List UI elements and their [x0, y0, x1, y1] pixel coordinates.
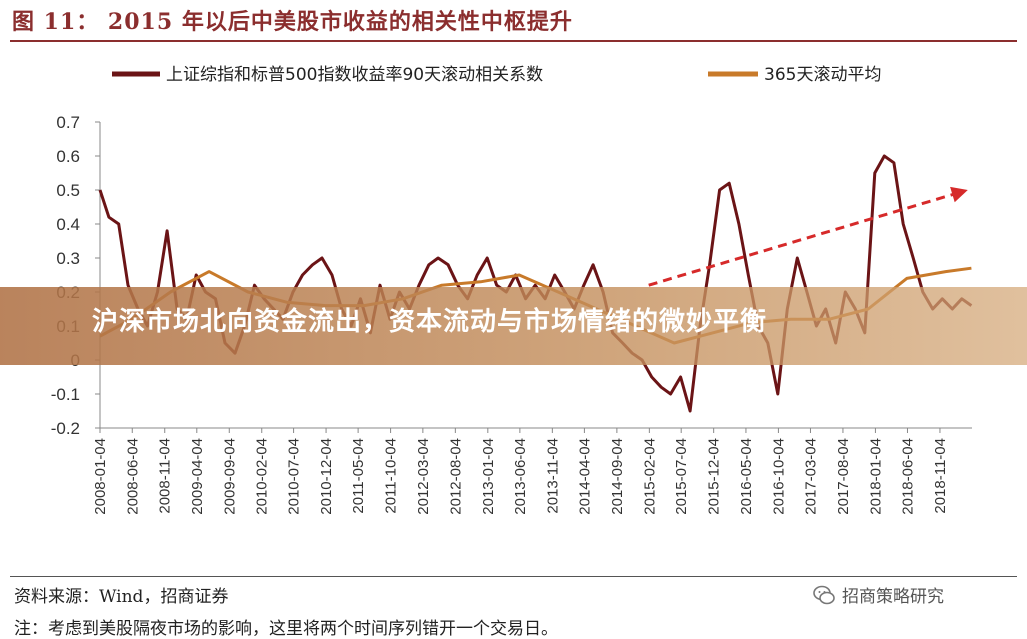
watermark-label: 招商策略研究	[842, 587, 944, 607]
x-tick-label: 2017-03-04	[802, 438, 819, 515]
x-tick-label: 2018-11-04	[932, 438, 949, 514]
x-tick-label: 2016-05-04	[738, 438, 755, 515]
x-tick-label: 2015-12-04	[706, 438, 723, 515]
y-tick-label: 0.6	[56, 147, 80, 166]
y-ticks: 0.70.60.50.40.30.20.10-0.1-0.2	[51, 113, 100, 438]
x-tick-label: 2008-06-04	[124, 438, 141, 515]
bottom-rule	[10, 576, 1017, 577]
x-tick-label: 2017-08-04	[835, 438, 852, 515]
x-tick-label: 2018-01-04	[867, 438, 884, 515]
line-chart: 上证综指和标普500指数收益率90天滚动相关系数 365天滚动平均 0.7 0.6…	[51, 65, 973, 515]
x-tick-label: 2009-09-04	[221, 438, 238, 515]
legend: 上证综指和标普500指数收益率90天滚动相关系数 365天滚动平均	[112, 65, 881, 85]
figure-title: 图 11： 2015 年以后中美股市收益的相关性中枢提升	[12, 9, 573, 35]
x-tick-label: 2013-06-04	[512, 438, 529, 515]
x-tick-label: 2008-01-04	[92, 438, 109, 515]
x-tick-label: 2014-09-04	[609, 438, 626, 515]
x-ticks: 2008-01-04 2008-06-04 2008-11-04 2009-04-04…	[92, 428, 949, 515]
headline-banner: 沪深市场北向资金流出，资本流动与市场情绪的微妙平衡	[0, 287, 1027, 365]
x-tick-label: 2015-07-04	[673, 438, 690, 515]
y-tick-label: 0.7	[56, 113, 80, 132]
x-tick-label: 2018-06-04	[899, 438, 916, 515]
y-tick-label: 0.3	[56, 249, 80, 268]
x-tick-label: 2009-04-04	[189, 438, 206, 515]
banner-headline: 沪深市场北向资金流出，资本流动与市场情绪的微妙平衡	[92, 307, 768, 337]
x-tick-label: 2008-11-04	[157, 438, 174, 514]
wechat-icon	[813, 585, 835, 604]
x-tick-label: 2016-10-04	[770, 438, 787, 515]
x-tick-label: 2010-02-04	[254, 438, 271, 515]
y-tick-label: -0.1	[51, 385, 80, 404]
trend-arrow-head	[950, 186, 968, 203]
x-tick-label: 2012-03-04	[415, 438, 432, 515]
x-tick-label: 2012-08-04	[447, 438, 464, 515]
x-tick-label: 2013-01-04	[480, 438, 497, 515]
title-rule	[10, 40, 1017, 42]
x-tick-label: 2014-04-04	[576, 438, 593, 515]
footnote: 注：考虑到美股隔夜市场的影响，这里将两个时间序列错开一个交易日。	[14, 619, 558, 639]
x-tick-label: 2015-02-04	[641, 438, 658, 515]
trend-arrow-line	[648, 191, 959, 287]
x-tick-label: 2011-10-04	[383, 438, 400, 514]
x-tick-label: 2010-12-04	[318, 438, 335, 515]
source-note: 资料来源：Wind，招商证券	[14, 587, 229, 607]
x-tick-label: 2010-07-04	[286, 438, 303, 515]
x-tick-label: 2013-11-04	[544, 438, 561, 514]
y-tick-label: -0.2	[51, 419, 80, 438]
legend-label-corr: 上证综指和标普500指数收益率90天滚动相关系数	[166, 65, 543, 85]
y-tick-label: 0.4	[56, 215, 80, 234]
legend-label-avg: 365天滚动平均	[764, 65, 881, 85]
x-tick-label: 2011-05-04	[350, 438, 367, 514]
y-tick-label: 0.5	[56, 181, 80, 200]
trend-layer	[648, 186, 968, 287]
watermark: 招商策略研究	[812, 582, 944, 607]
series-layer	[98, 154, 973, 413]
